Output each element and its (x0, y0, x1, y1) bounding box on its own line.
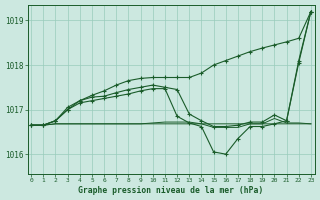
X-axis label: Graphe pression niveau de la mer (hPa): Graphe pression niveau de la mer (hPa) (78, 186, 264, 195)
